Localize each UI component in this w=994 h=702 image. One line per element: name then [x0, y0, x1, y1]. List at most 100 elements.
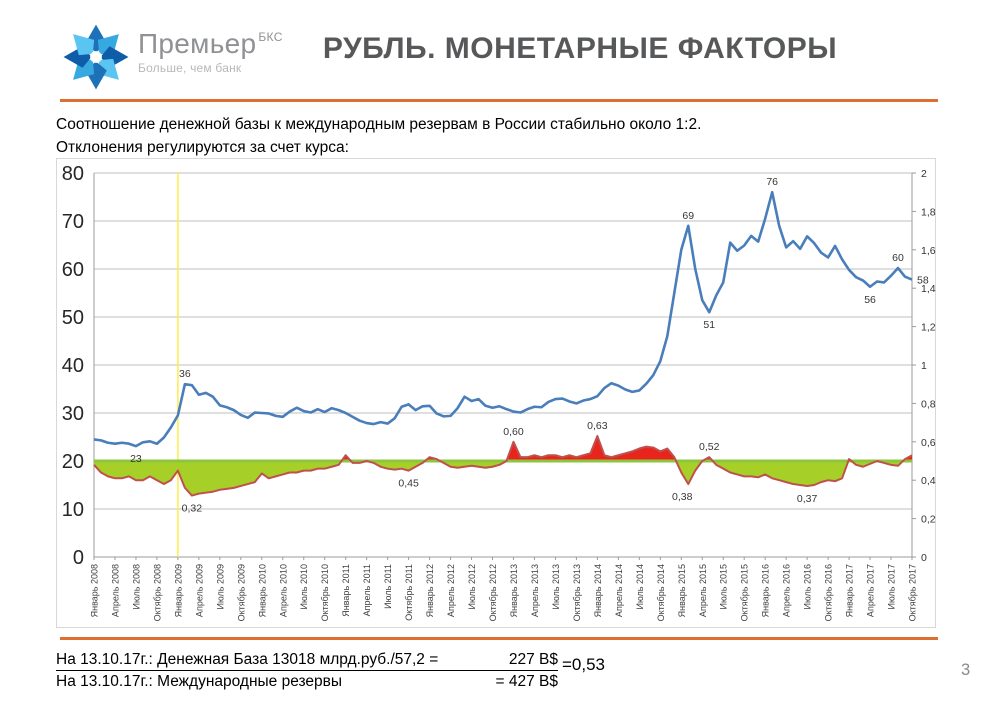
svg-text:Апрель 2010: Апрель 2010: [278, 564, 288, 617]
footer-line-2: На 13.10.17г.: Международные резервы = 4…: [56, 671, 558, 692]
subtitle-line-1: Соотношение денежной базы к международны…: [56, 116, 702, 133]
svg-text:Октябрь 2008: Октябрь 2008: [152, 564, 162, 621]
svg-text:40: 40: [62, 355, 84, 377]
svg-text:0,37: 0,37: [797, 493, 818, 505]
svg-text:Январь 2011: Январь 2011: [341, 564, 351, 617]
svg-text:Июль 2011: Июль 2011: [383, 564, 393, 609]
svg-text:Апрель 2015: Апрель 2015: [698, 564, 708, 617]
svg-text:58: 58: [917, 275, 929, 287]
brand-label: Премьер: [138, 28, 257, 59]
footer-line-2-label: На 13.10.17г.: Международные резервы: [56, 673, 343, 690]
svg-text:Октябрь 2009: Октябрь 2009: [236, 564, 246, 621]
svg-text:Октябрь 2015: Октябрь 2015: [740, 564, 750, 621]
svg-text:Июль 2015: Июль 2015: [719, 564, 729, 609]
brand-sup: БКС: [258, 29, 283, 44]
chart-svg: 80 70 60 50 40 30 20 10 0 2 1,8 1,6 1,4 1,2 1 0,8 0,6 0,4…: [56, 158, 936, 628]
svg-text:76: 76: [766, 176, 778, 188]
svg-text:Апрель 2013: Апрель 2013: [530, 564, 540, 617]
brand-tagline: Больше, чем банк: [138, 61, 242, 75]
footer-line-1-value: 227 B$: [508, 651, 558, 668]
svg-text:0,52: 0,52: [699, 441, 720, 453]
chart-area: 80 70 60 50 40 30 20 10 0 2 1,8 1,6 1,4 1,2 1 0,8 0,6 0,4…: [56, 158, 936, 628]
svg-text:60: 60: [62, 259, 84, 281]
svg-text:80: 80: [62, 163, 84, 185]
svg-text:56: 56: [864, 294, 876, 306]
svg-text:0,32: 0,32: [182, 503, 203, 515]
svg-text:30: 30: [62, 403, 84, 425]
logo-snowflake-icon: [63, 24, 129, 90]
svg-text:1,6: 1,6: [921, 245, 936, 257]
svg-text:Октябрь 2013: Октябрь 2013: [572, 564, 582, 621]
svg-text:Январь 2012: Январь 2012: [425, 564, 435, 617]
logo-text: Премьер БКС Больше, чем банк: [138, 28, 283, 75]
svg-text:Январь 2010: Январь 2010: [257, 564, 267, 617]
svg-text:0,38: 0,38: [672, 491, 693, 503]
subtitle: Соотношение денежной базы к международны…: [56, 113, 701, 159]
page-title: РУБЛЬ. МОНЕТАРНЫЕ ФАКТОРЫ: [322, 32, 838, 65]
svg-text:Октябрь 2010: Октябрь 2010: [320, 564, 330, 621]
svg-text:10: 10: [62, 499, 84, 521]
svg-text:Октябрь 2016: Октябрь 2016: [824, 564, 834, 621]
svg-text:Апрель 2012: Апрель 2012: [446, 564, 456, 617]
footer: На 13.10.17г.: Денежная База 13018 млрд.…: [56, 649, 558, 692]
svg-text:70: 70: [62, 211, 84, 233]
svg-text:Апрель 2016: Апрель 2016: [782, 564, 792, 617]
svg-text:Июль 2014: Июль 2014: [635, 564, 645, 609]
svg-text:1: 1: [921, 360, 927, 372]
svg-text:Октябрь 2014: Октябрь 2014: [656, 564, 666, 621]
page-number: 3: [961, 661, 971, 679]
svg-text:Июль 2010: Июль 2010: [299, 564, 309, 609]
svg-text:0,63: 0,63: [587, 420, 608, 432]
svg-text:Октябрь 2012: Октябрь 2012: [488, 564, 498, 621]
svg-text:0: 0: [73, 547, 84, 569]
svg-text:Январь 2013: Январь 2013: [509, 564, 519, 617]
header-divider: [60, 99, 938, 102]
svg-text:Апрель 2014: Апрель 2014: [614, 564, 624, 617]
svg-text:0,4: 0,4: [921, 475, 936, 487]
svg-text:51: 51: [703, 319, 715, 331]
svg-text:1,2: 1,2: [921, 322, 936, 334]
footer-divider: [60, 637, 938, 640]
svg-text:23: 23: [130, 453, 142, 465]
brand-name: Премьер БКС: [138, 28, 283, 59]
svg-text:Июль 2017: Июль 2017: [887, 564, 897, 609]
logo: Премьер БКС Больше, чем банк: [60, 20, 283, 94]
svg-text:69: 69: [682, 210, 694, 222]
svg-text:0,45: 0,45: [398, 478, 419, 490]
svg-text:0,2: 0,2: [921, 514, 936, 526]
ratio-value: =0,53: [562, 655, 606, 674]
svg-text:20: 20: [62, 451, 84, 473]
svg-text:Январь 2016: Январь 2016: [761, 564, 771, 617]
svg-text:Июль 2012: Июль 2012: [467, 564, 477, 609]
svg-text:1,4: 1,4: [921, 283, 936, 295]
svg-text:Январь 2014: Январь 2014: [593, 564, 603, 617]
svg-text:Апрель 2017: Апрель 2017: [866, 564, 876, 617]
svg-text:50: 50: [62, 307, 84, 329]
svg-text:Апрель 2008: Апрель 2008: [110, 564, 120, 617]
svg-text:36: 36: [179, 368, 191, 380]
footer-line-1-label: На 13.10.17г.: Денежная База 13018 млрд.…: [56, 651, 439, 668]
subtitle-line-2: Отклонения регулируются за счет курса:: [56, 139, 349, 156]
svg-text:60: 60: [892, 252, 904, 264]
svg-text:Июль 2013: Июль 2013: [551, 564, 561, 609]
svg-text:Июль 2008: Июль 2008: [131, 564, 141, 609]
svg-text:0,6: 0,6: [921, 437, 936, 449]
svg-text:Июль 2016: Июль 2016: [803, 564, 813, 609]
svg-text:0: 0: [921, 552, 927, 564]
svg-text:Январь 2009: Январь 2009: [173, 564, 183, 617]
svg-text:Апрель 2011: Апрель 2011: [362, 564, 372, 616]
svg-text:Январь 2015: Январь 2015: [677, 564, 687, 617]
svg-text:Апрель 2009: Апрель 2009: [194, 564, 204, 617]
svg-text:1,8: 1,8: [921, 206, 936, 218]
svg-text:0,60: 0,60: [503, 426, 524, 438]
svg-text:Июль 2009: Июль 2009: [215, 564, 225, 609]
svg-text:Январь 2008: Январь 2008: [90, 564, 100, 617]
svg-text:Октябрь 2011: Октябрь 2011: [404, 564, 414, 621]
svg-text:0,8: 0,8: [921, 398, 936, 410]
footer-line-1: На 13.10.17г.: Денежная База 13018 млрд.…: [56, 649, 558, 671]
svg-text:Январь 2017: Январь 2017: [845, 564, 855, 617]
svg-text:Октябрь 2017: Октябрь 2017: [908, 564, 918, 621]
footer-line-2-value: = 427 B$: [495, 673, 558, 690]
svg-text:2: 2: [921, 168, 927, 180]
